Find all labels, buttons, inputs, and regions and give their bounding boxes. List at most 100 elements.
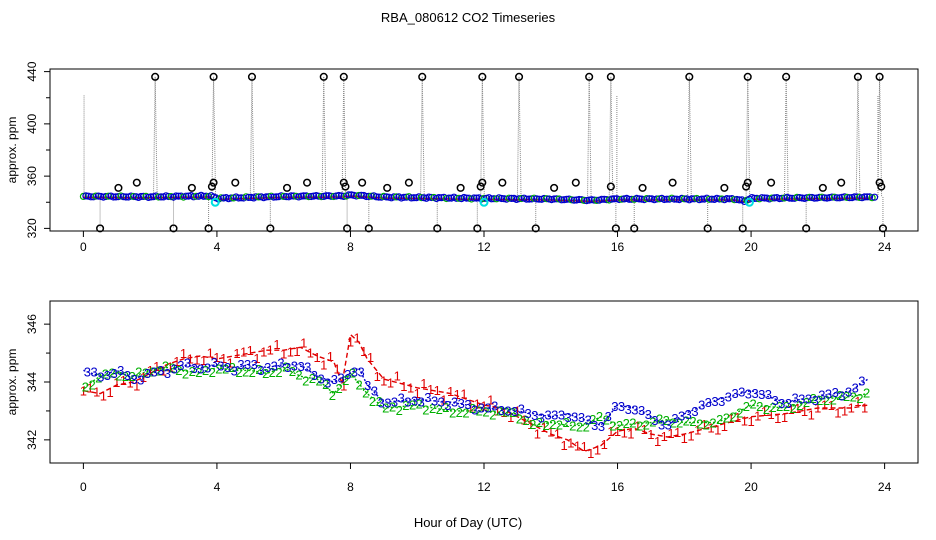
top-data-point: [663, 195, 671, 203]
top-data-point: [517, 194, 526, 203]
series-2-point: 2: [609, 419, 616, 434]
series-3-point: 3: [144, 366, 151, 381]
top-y-tick-label: 400: [25, 114, 39, 134]
top-spike-line: [420, 76, 423, 198]
series-2-point: 2: [629, 415, 636, 430]
top-outlier-point: [550, 183, 559, 192]
series-1-point: 1: [741, 414, 748, 429]
top-data-point: [497, 194, 506, 203]
top-data-point: [262, 193, 270, 201]
top-data-point: [575, 195, 583, 204]
top-cyan-point: [210, 197, 220, 207]
top-y-tick-label: 320: [25, 218, 39, 238]
bottom-plot-frame: [49, 300, 919, 464]
top-data-point: [365, 192, 373, 200]
series-3-point: 3: [858, 373, 865, 388]
top-data-point: [863, 193, 871, 201]
series-3-point: 3: [738, 385, 745, 400]
bottom-x-tick-label: 4: [214, 480, 221, 494]
top-data-point: [357, 191, 365, 199]
top-data-point: [768, 194, 776, 202]
series-3-point: 3: [244, 357, 251, 372]
top-data-point: [733, 195, 741, 204]
top-data-point: [407, 194, 415, 202]
top-outlier-point: [418, 72, 427, 81]
top-data-point: [307, 192, 315, 201]
series-3-point: 3: [264, 360, 271, 375]
top-data-point: [445, 194, 453, 202]
series-1-point: 1: [120, 373, 127, 388]
series-3-point: 3: [491, 398, 498, 413]
series-2-point: 2: [816, 393, 823, 408]
top-data-point: [775, 195, 784, 203]
series-1-point: 1: [581, 439, 588, 454]
series-1-point: 1: [834, 406, 841, 421]
series-3-point: 3: [845, 384, 852, 399]
top-data-point: [567, 196, 576, 204]
top-data-point: [615, 195, 623, 204]
series-3-point: 3: [605, 409, 612, 424]
series-3-point: 3: [117, 363, 124, 378]
top-data-point: [102, 192, 110, 201]
series-2-point: 2: [229, 360, 236, 375]
top-outlier-point: [478, 72, 487, 81]
top-outlier-point: [319, 72, 328, 81]
series-1-point: 1: [714, 422, 721, 437]
top-data-point: [853, 193, 861, 201]
series-1-point: 1: [607, 424, 614, 439]
top-data-point: [608, 195, 616, 203]
series-2-point: 2: [749, 397, 756, 412]
top-outlier-point: [571, 178, 580, 187]
top-outlier-point: [476, 182, 485, 191]
series-3-point: 3: [524, 406, 531, 421]
series-3-point: 3: [404, 395, 411, 410]
series-3-point: 3: [418, 395, 425, 410]
top-outlier-point: [802, 224, 811, 233]
top-x-tick-label: 4: [214, 240, 221, 254]
top-data-point: [850, 193, 859, 201]
series-3-point: 3: [745, 387, 752, 402]
top-data-point: [525, 195, 533, 203]
series-3-point: 3: [431, 394, 438, 409]
top-data-point: [305, 193, 313, 201]
series-3-point: 3: [184, 355, 191, 370]
top-outlier-point: [877, 182, 886, 191]
series-3-point: 3: [97, 370, 104, 385]
series-3-point: 3: [711, 394, 718, 409]
top-data-point: [390, 193, 398, 201]
series-3-point: 3: [351, 365, 358, 380]
top-outlier-point: [303, 178, 312, 187]
series-1-point: 1: [147, 363, 154, 378]
series-1-point: 1: [474, 397, 481, 412]
top-data-point: [425, 193, 433, 201]
series-3-point: 3: [671, 411, 678, 426]
series-2-point: 2: [482, 404, 489, 419]
bottom-y-tick-label: 342: [25, 430, 39, 450]
series-1-point: 1: [808, 408, 815, 423]
top-outlier-point: [433, 224, 442, 233]
series-2-point: 2: [402, 398, 409, 413]
top-data-point: [200, 192, 208, 200]
series-3-point: 3: [177, 358, 184, 373]
series-1-point: 1: [140, 370, 147, 385]
top-data-point: [795, 194, 804, 202]
top-outlier-point: [114, 183, 123, 192]
series-1-point: 1: [694, 423, 701, 438]
series-1-point: 1: [567, 435, 574, 450]
top-data-point: [139, 192, 148, 200]
top-spike-line: [343, 76, 347, 196]
top-data-point: [280, 192, 288, 200]
top-spike-line: [588, 76, 592, 201]
top-data-point: [507, 194, 516, 202]
series-1-point: 1: [247, 343, 254, 358]
series-2-point: 2: [649, 415, 656, 430]
series-2-point: 2: [88, 377, 95, 392]
series-1-point: 1: [400, 379, 407, 394]
series-1-point: 1: [180, 346, 187, 361]
series-1-point: 1: [340, 378, 347, 393]
series-1-point: 1: [747, 414, 754, 429]
series-3-point: 3: [438, 395, 445, 410]
series-2-point: 2: [189, 364, 196, 379]
top-data-point: [437, 194, 445, 202]
series-1-point: 1: [467, 400, 474, 415]
